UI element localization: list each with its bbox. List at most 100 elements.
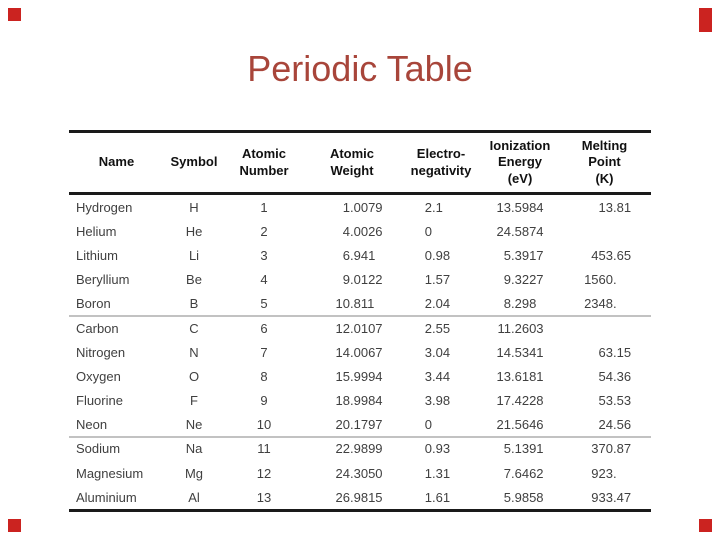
int-part: 1 [424,465,432,481]
int-part: 24 [598,417,613,433]
cell-symbol: B [189,296,199,312]
cell-element-name: Neon [76,417,108,433]
column-header-name: Name [69,133,164,192]
column-label-line: Ionization [489,137,551,153]
frac-part: .6462 [511,465,544,481]
frac-part: .0107 [350,320,383,336]
int-part: 12 [335,320,350,336]
frac-part: .3227 [511,272,544,288]
cell-ionization-energy: 11.2603 [482,321,558,336]
cell-electronegativity: 3.98 [400,393,482,408]
periodic-table: Name Symbol Atomic Number Atomic Weight Electr… [69,130,651,513]
cell-atomic-weight: 15.9994 [304,369,400,384]
int-part: 0 [424,247,432,263]
column-header-ionization_energy: Ionization Energy (eV) [482,133,558,192]
table-row: Boron B 5 10.811 2.04 8.298 2348. [69,292,651,316]
frac-part: . [613,465,617,481]
cell-atomic-number: 6 [260,320,268,336]
frac-part: .31 [432,465,451,481]
cell-electronegativity: 1.61 [400,490,482,505]
frac-part: .15 [613,344,632,360]
int-part: 21 [496,417,511,433]
cell-ionization-energy: 5.1391 [482,441,558,456]
int-part: 8 [503,296,511,312]
cell-electronegativity: 0 [400,224,482,239]
cell-atomic-weight: 14.0067 [304,345,400,360]
cell-melting-point: 923. [558,466,651,481]
cell-atomic-weight: 24.3050 [304,466,400,481]
int-part: 2 [424,320,432,336]
cell-electronegativity: 1.31 [400,466,482,481]
cell-melting-point: 933.47 [558,490,651,505]
frac-part: .9899 [350,441,383,457]
column-header-atomic_number: Atomic Number [224,133,304,192]
int-part: 14 [496,344,511,360]
cell-electronegativity: 2.04 [400,296,482,311]
frac-part: .98 [432,393,451,409]
cell-electronegativity: 1.57 [400,272,482,287]
cell-symbol: Na [185,441,203,457]
cell-melting-point: 54.36 [558,369,651,384]
period-separator [69,435,651,438]
int-part: 14 [335,344,350,360]
int-part: 26 [335,489,350,505]
cell-atomic-number: 11 [257,441,271,457]
cell-element-name: Sodium [76,441,121,457]
column-header-melting_point: Melting Point (K) [558,133,651,192]
int-part: 3 [424,393,432,409]
int-part: 6 [342,247,350,263]
cell-atomic-weight: 12.0107 [304,321,400,336]
int-part: 923 [591,465,613,481]
cell-atomic-weight: 10.811 [304,296,400,311]
int-part: 24 [335,465,350,481]
cell-symbol: Mg [184,465,204,481]
cell-symbol: C [189,320,199,336]
frac-part: .56 [613,417,632,433]
frac-part: .5341 [511,344,544,360]
int-part: 0 [424,417,432,433]
cell-melting-point: 53.53 [558,393,651,408]
column-header-electronegativity: Electro-negativity [400,133,482,192]
cell-ionization-energy: 13.5984 [482,200,558,215]
cell-melting-point: 1560. [558,272,651,287]
table-row: Aluminium Al 13 26.9815 1.61 5.9858 933.… [69,485,651,509]
table-row: Hydrogen H 1 1.0079 2.1 13.5984 13.81 [69,195,651,219]
cell-element-name: Boron [76,296,111,312]
corner-marker-top-right [699,8,712,33]
cell-atomic-weight: 1.0079 [304,200,400,215]
cell-ionization-energy: 14.5341 [482,345,558,360]
cell-electronegativity: 3.44 [400,369,482,384]
column-label-line: (K) [595,170,614,186]
column-label-line: negativity [410,162,472,178]
period-separator [69,314,651,317]
frac-part: .5874 [511,223,544,239]
cell-atomic-weight: 22.9899 [304,441,400,456]
column-label-line: Point [588,154,621,170]
frac-part: .811 [350,296,375,312]
int-part: 2348 [584,296,613,312]
cell-atomic-weight: 26.9815 [304,490,400,505]
int-part: 453 [591,247,613,263]
frac-part: . [613,296,617,312]
int-part: 13 [496,368,511,384]
cell-element-name: Lithium [76,247,118,263]
column-header-atomic_weight: Atomic Weight [304,133,400,192]
table-body: Hydrogen H 1 1.0079 2.1 13.5984 13.81 He… [69,195,651,509]
frac-part: .4228 [511,393,544,409]
frac-part: .5984 [511,199,544,215]
cell-atomic-weight: 20.1797 [304,417,400,432]
column-label-line: Energy [497,154,543,170]
frac-part: .36 [613,368,632,384]
int-part: 13 [598,199,613,215]
cell-atomic-number: 5 [260,296,268,312]
table-row: Helium He 2 4.0026 0 24.5874 [69,219,651,243]
cell-ionization-energy: 5.9858 [482,490,558,505]
cell-symbol: Ne [185,417,203,433]
cell-melting-point: 24.56 [558,417,651,432]
column-label-line: Name [98,154,135,170]
cell-atomic-number: 12 [256,465,272,481]
cell-symbol: F [190,393,198,409]
table-row: Carbon C 6 12.0107 2.55 11.2603 [69,316,651,340]
cell-element-name: Aluminium [76,489,137,505]
int-part: 0 [424,223,432,239]
